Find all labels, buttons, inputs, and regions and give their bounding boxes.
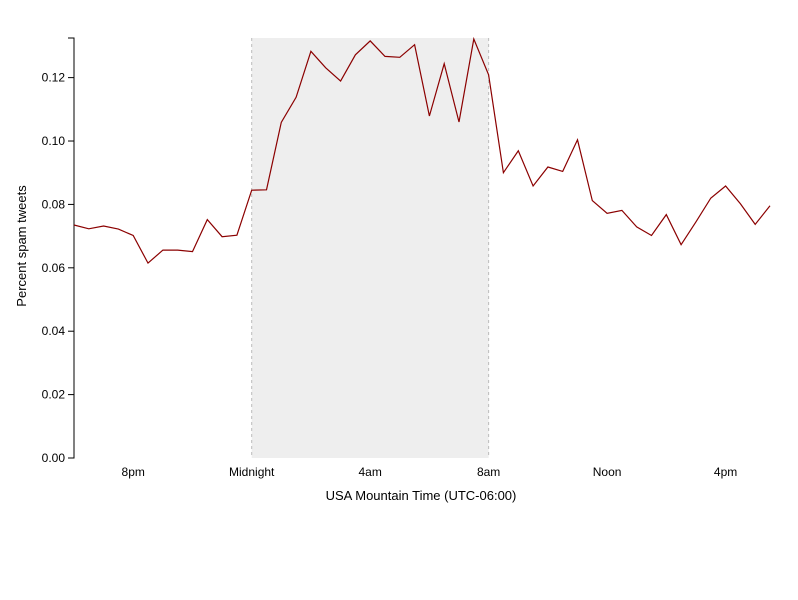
x-tick-label: 4pm bbox=[714, 465, 737, 479]
y-tick-label: 0.08 bbox=[42, 197, 66, 211]
y-tick-label: 0.10 bbox=[42, 134, 66, 148]
y-axis-title: Percent spam tweets bbox=[14, 185, 29, 307]
x-axis-title: USA Mountain Time (UTC-06:00) bbox=[326, 488, 517, 503]
y-tick-label: 0.02 bbox=[42, 388, 66, 402]
y-tick-label: 0.00 bbox=[42, 451, 66, 465]
x-tick-label: Noon bbox=[593, 465, 622, 479]
y-axis: 0.00 0.02 0.04 0.06 0.08 0.10 0.12 bbox=[42, 37, 75, 465]
x-axis: 8pm Midnight 4am 8am Noon 4pm bbox=[122, 465, 738, 479]
x-tick-label: 4am bbox=[358, 465, 381, 479]
y-tick-label: 0.06 bbox=[42, 261, 66, 275]
y-tick-label: 0.12 bbox=[42, 71, 66, 85]
x-tick-label: Midnight bbox=[229, 465, 275, 479]
x-tick-label: 8pm bbox=[122, 465, 145, 479]
y-tick-label: 0.04 bbox=[42, 324, 66, 338]
x-tick-label: 8am bbox=[477, 465, 500, 479]
series-line-0 bbox=[73, 36, 771, 265]
highlight-band bbox=[251, 38, 489, 458]
